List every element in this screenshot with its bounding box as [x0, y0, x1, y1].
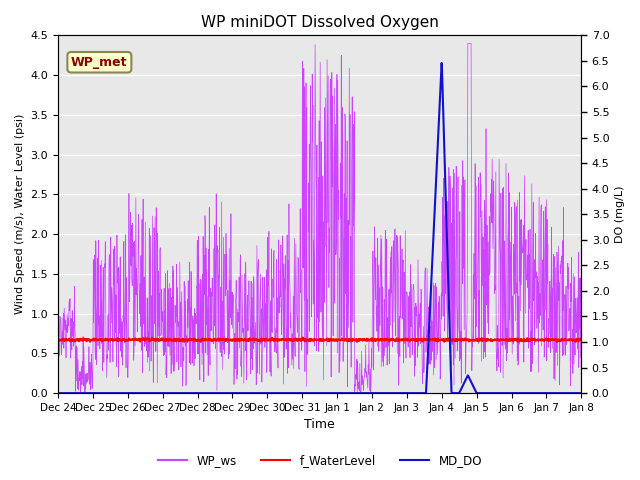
Title: WP miniDOT Dissolved Oxygen: WP miniDOT Dissolved Oxygen [201, 15, 438, 30]
Y-axis label: Wind Speed (m/s), Water Level (psi): Wind Speed (m/s), Water Level (psi) [15, 114, 25, 314]
Legend: WP_ws, f_WaterLevel, MD_DO: WP_ws, f_WaterLevel, MD_DO [153, 449, 487, 472]
Y-axis label: DO (mg/L): DO (mg/L) [615, 185, 625, 243]
Text: WP_met: WP_met [71, 56, 127, 69]
X-axis label: Time: Time [304, 419, 335, 432]
